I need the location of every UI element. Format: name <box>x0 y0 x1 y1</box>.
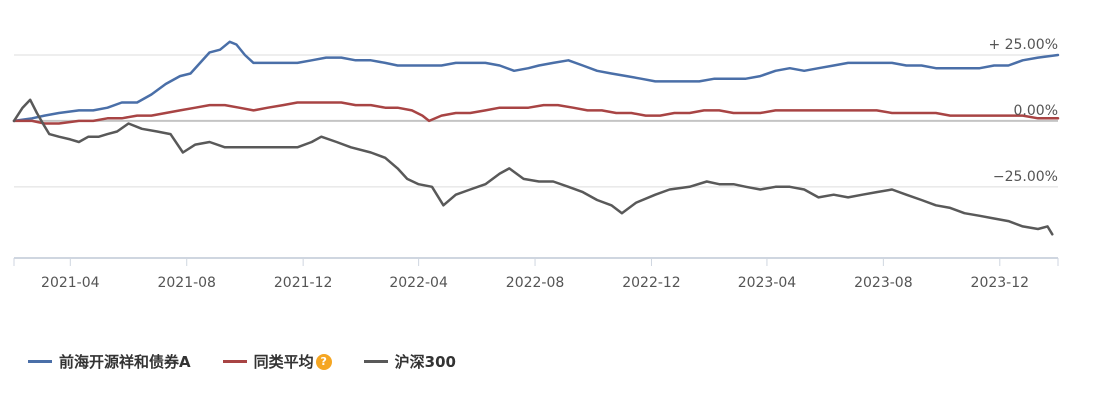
y-tick-label: 0.00% <box>1014 103 1058 119</box>
legend-swatch-csi300 <box>363 360 388 363</box>
line-chart: + 25.00%0.00%−25.00% 2021-04 2021-08 2021-… <box>12 37 1060 291</box>
series-line-1 <box>12 101 1060 125</box>
x-axis: 2021-04 2021-08 2021-12 2022-04 2022-08 2022-… <box>13 257 1059 291</box>
legend: 前海开源祥和债券A 同类平均 ? 沪深300 <box>28 351 488 372</box>
x-tick-label: 2021-08 <box>157 275 216 291</box>
x-tick-label: 2022-08 <box>506 275 565 291</box>
legend-item-csi300[interactable]: 沪深300 <box>363 351 456 372</box>
y-tick-label: −25.00% <box>993 169 1058 185</box>
x-tick-label: 2023-04 <box>738 275 797 291</box>
x-tick-label: 2022-12 <box>622 275 681 291</box>
y-tick-label: + 25.00% <box>988 37 1058 53</box>
x-tick-label: 2021-12 <box>274 275 333 291</box>
x-tick-label: 2021-04 <box>41 275 100 291</box>
legend-label-peer-average: 同类平均 <box>253 353 314 371</box>
legend-item-peer-average[interactable]: 同类平均 ? <box>222 351 332 372</box>
series-line-2 <box>12 98 1054 236</box>
x-tick-label: 2023-08 <box>854 275 913 291</box>
legend-item-fund[interactable]: 前海开源祥和债券A <box>28 351 191 372</box>
y-axis-labels: + 25.00% 0.00% −25.00% <box>988 37 1058 185</box>
series-lines <box>12 40 1060 236</box>
legend-label-fund: 前海开源祥和债券A <box>59 353 191 371</box>
question-icon[interactable]: ? <box>315 353 332 370</box>
series-line-0 <box>12 40 1060 123</box>
legend-label-csi300: 沪深300 <box>394 353 456 371</box>
x-tick-label: 2023-12 <box>971 275 1030 291</box>
legend-swatch-fund <box>28 360 52 363</box>
legend-swatch-peer-average <box>222 360 247 363</box>
x-tick-label: 2022-04 <box>389 275 448 291</box>
gridlines <box>14 54 1058 188</box>
